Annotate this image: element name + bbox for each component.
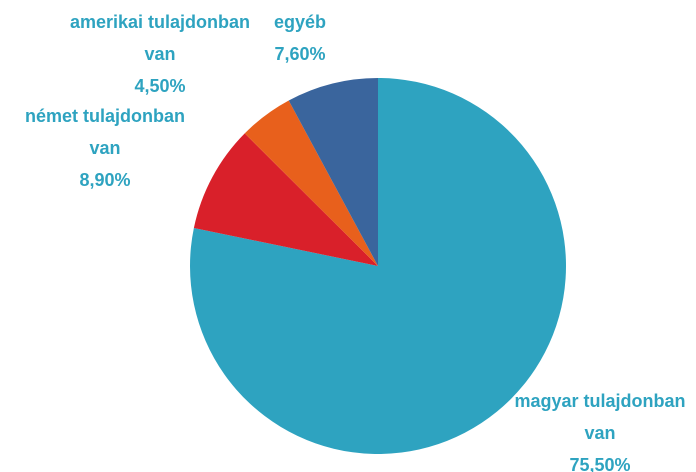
value-label: 8,90%: [79, 170, 131, 190]
slice-label: amerikai tulajdonban van 4,50%: [65, 6, 255, 102]
value-label: 7,60%: [274, 44, 326, 64]
slice-label: magyar tulajdonban van 75,50%: [505, 385, 695, 472]
category-label: német tulajdonban van: [24, 106, 185, 158]
slice-label: német tulajdonban van 8,90%: [10, 100, 200, 196]
pie-slice: [193, 133, 378, 266]
category-label: amerikai tulajdonban van: [69, 12, 251, 64]
category-label: egyéb: [273, 12, 327, 32]
category-label: magyar tulajdonban van: [514, 391, 686, 443]
slice-label: egyéb 7,60%: [205, 6, 395, 70]
pie-slice: [244, 100, 378, 267]
value-label: 75,50%: [569, 455, 631, 472]
pie-slice: [288, 78, 378, 266]
value-label: 4,50%: [134, 76, 186, 96]
